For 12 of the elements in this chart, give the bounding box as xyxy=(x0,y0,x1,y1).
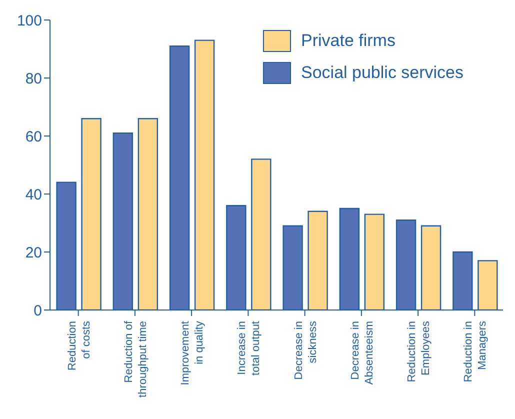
x-tick-label: Decrease in sickness xyxy=(292,320,319,380)
x-tick-label: Reduction of costs xyxy=(66,320,92,371)
legend-label: Private firms xyxy=(301,31,396,51)
x-tick-label: Reduction in Employees xyxy=(406,320,432,382)
y-tick-label: 0 xyxy=(34,302,42,320)
y-tick-label: 20 xyxy=(25,244,42,262)
x-tick-label: Reduction in Managers xyxy=(462,320,489,382)
legend-label: Social public services xyxy=(301,63,464,83)
y-tick-label: 100 xyxy=(16,12,42,30)
y-tick-label: 80 xyxy=(25,70,42,88)
y-tick-label: 40 xyxy=(25,186,42,204)
y-tick-label: 60 xyxy=(25,128,42,146)
